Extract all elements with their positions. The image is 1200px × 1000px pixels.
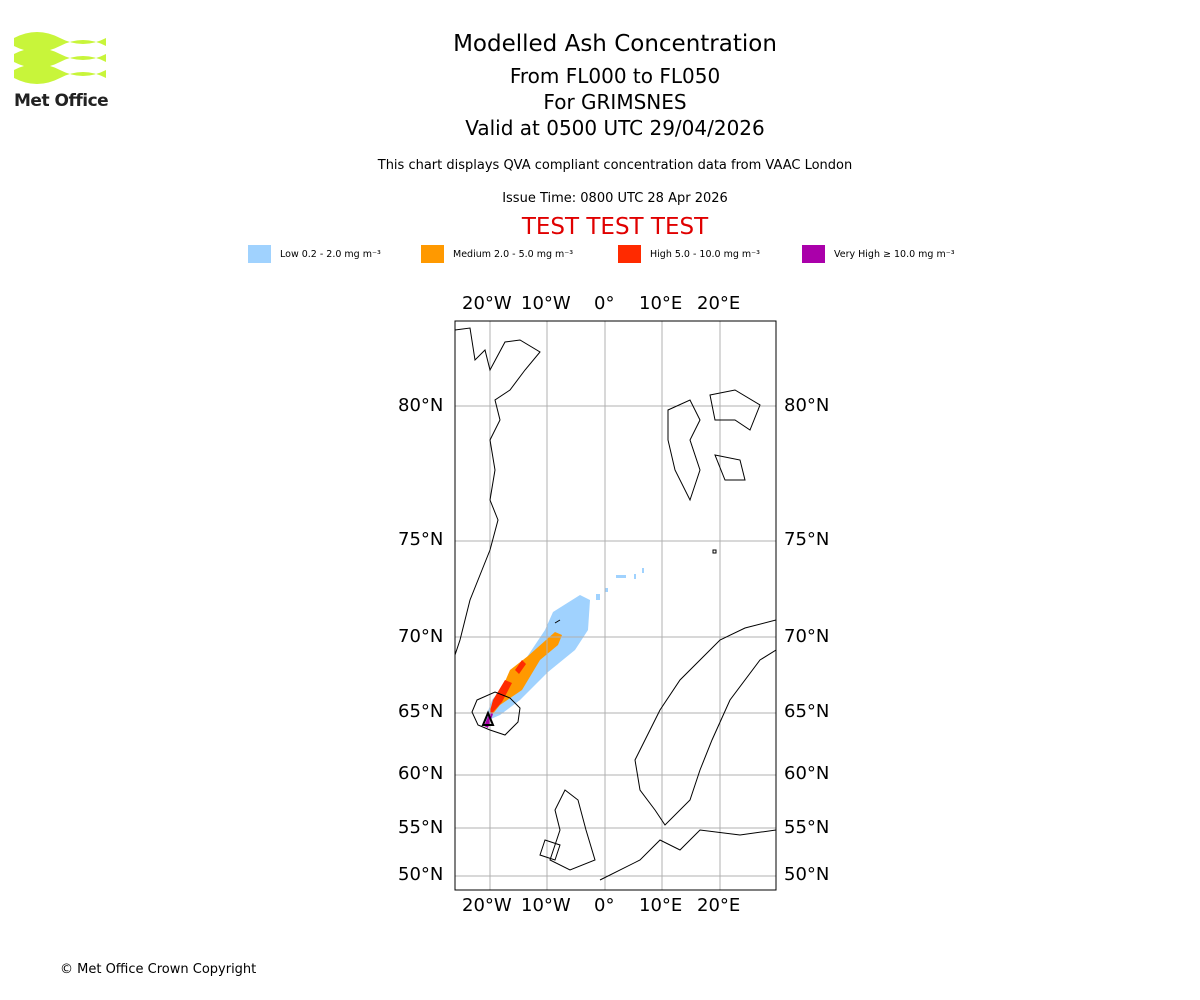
lat-label: 50°N <box>784 864 830 885</box>
legend-medium: Medium 2.0 - 5.0 mg m⁻³ <box>421 245 573 263</box>
lon-label: 20°W <box>462 895 512 916</box>
map-frame <box>454 320 777 891</box>
chart-title: Modelled Ash Concentration <box>453 31 777 57</box>
test-banner: TEST TEST TEST <box>521 214 709 240</box>
coastlines <box>455 327 776 881</box>
ash-medium-region <box>488 632 562 720</box>
lat-label: 75°N <box>398 529 444 550</box>
valid-time: Valid at 0500 UTC 29/04/2026 <box>465 116 765 140</box>
subtitle: This chart displays QVA compliant concen… <box>377 158 853 173</box>
lat-label: 80°N <box>784 395 830 416</box>
lat-label: 55°N <box>784 817 830 838</box>
lon-label: 10°W <box>521 895 571 916</box>
lat-label: 65°N <box>784 701 830 722</box>
lat-label: 60°N <box>398 763 444 784</box>
lat-label: 65°N <box>398 701 444 722</box>
lat-label: 55°N <box>398 817 444 838</box>
ash-low-flecks <box>596 568 644 600</box>
lat-label: 60°N <box>784 763 830 784</box>
legend-swatch <box>421 245 444 263</box>
lon-label: 10°E <box>639 895 683 916</box>
issue-time: Issue Time: 0800 UTC 28 Apr 2026 <box>502 191 728 206</box>
legend-swatch <box>618 245 641 263</box>
lat-label: 75°N <box>784 529 830 550</box>
legend-label: Low 0.2 - 2.0 mg m⁻³ <box>280 248 381 260</box>
legend-high: High 5.0 - 10.0 mg m⁻³ <box>618 245 760 263</box>
volcano-name: For GRIMSNES <box>543 90 687 114</box>
legend-swatch <box>802 245 825 263</box>
copyright: © Met Office Crown Copyright <box>60 962 257 977</box>
ash-high-region <box>488 660 526 718</box>
legend-swatch <box>248 245 271 263</box>
lon-label: 10°W <box>521 293 571 314</box>
volcano-triangle-icon <box>481 710 495 726</box>
flight-levels: From FL000 to FL050 <box>509 64 721 88</box>
legend-very-high: Very High ≥ 10.0 mg m⁻³ <box>802 245 955 263</box>
lon-label: 20°E <box>697 895 741 916</box>
legend-label: Very High ≥ 10.0 mg m⁻³ <box>834 248 955 260</box>
lon-label: 0° <box>594 293 615 314</box>
logo-waves-icon <box>14 32 106 84</box>
lat-label: 80°N <box>398 395 444 416</box>
legend-label: Medium 2.0 - 5.0 mg m⁻³ <box>453 248 574 260</box>
graticule <box>455 321 776 890</box>
lon-label: 20°E <box>697 293 741 314</box>
lat-label: 50°N <box>398 864 444 885</box>
lat-label: 70°N <box>784 626 830 647</box>
lon-label: 10°E <box>639 293 683 314</box>
lon-label: 0° <box>594 895 615 916</box>
lon-label: 20°W <box>462 293 512 314</box>
legend-low: Low 0.2 - 2.0 mg m⁻³ <box>248 245 381 263</box>
logo-text: Met Office <box>14 91 109 111</box>
legend-label: High 5.0 - 10.0 mg m⁻³ <box>650 248 760 260</box>
lat-label: 70°N <box>398 626 444 647</box>
